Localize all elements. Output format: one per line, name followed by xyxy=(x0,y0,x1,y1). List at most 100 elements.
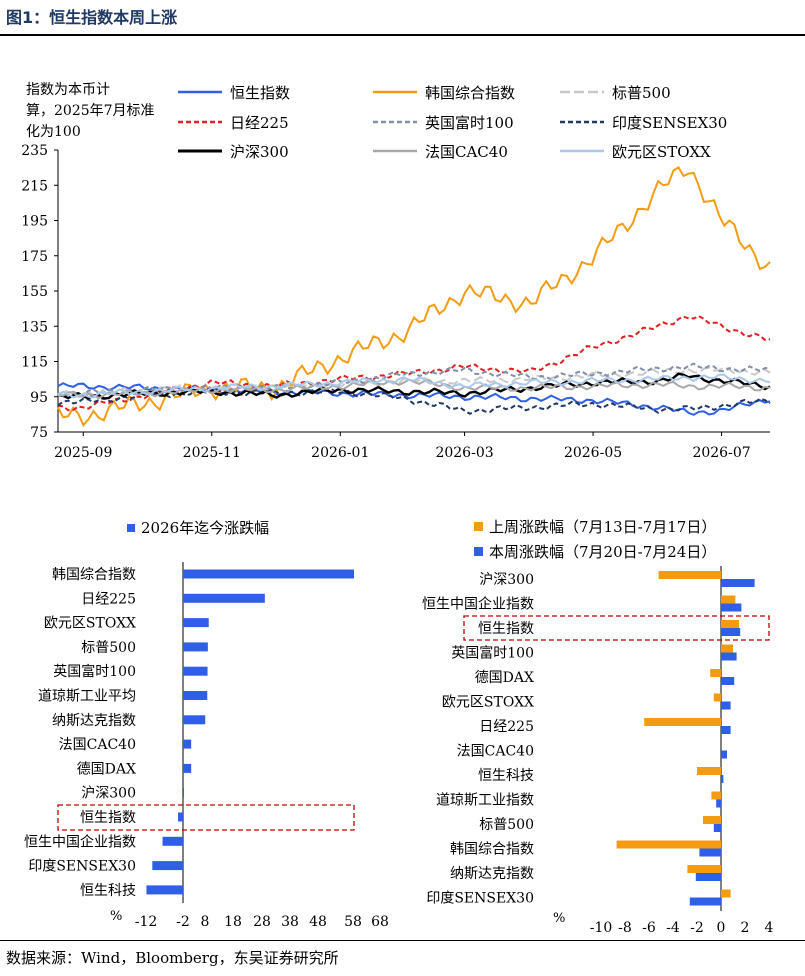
category-label: 欧元区STOXX xyxy=(44,616,136,632)
bar xyxy=(689,897,721,906)
bar xyxy=(687,865,721,873)
x-tick-label: 0 xyxy=(717,920,726,936)
x-tick-label: 8 xyxy=(201,914,210,930)
category-label: 德国DAX xyxy=(475,670,534,686)
bar xyxy=(178,812,183,822)
legend-label: 欧元区STOXX xyxy=(612,143,711,161)
bar xyxy=(183,642,208,652)
x-tick-label: -10 xyxy=(590,920,613,936)
bar xyxy=(721,652,737,661)
bar xyxy=(697,767,721,775)
category-label: 法国CAC40 xyxy=(457,744,534,760)
category-label: 恒生科技 xyxy=(478,768,534,784)
category-label: 沪深300 xyxy=(81,786,136,802)
bar xyxy=(721,603,742,612)
y-tick-label: 155 xyxy=(21,284,48,300)
x-tick-label: -12 xyxy=(135,914,158,930)
x-tick-label: -2 xyxy=(690,920,704,936)
y-tick-label: 175 xyxy=(21,249,48,265)
x-tick-label: -2 xyxy=(176,914,190,930)
legend-label: 韩国综合指数 xyxy=(425,84,515,102)
figure-title: 图1：恒生指数本周上涨 xyxy=(6,8,178,27)
category-label: 纳斯达克指数 xyxy=(52,713,136,729)
legend-label: 2026年迄今涨跌幅 xyxy=(141,519,269,537)
category-label: 恒生科技 xyxy=(80,883,136,899)
legend-label: 标普500 xyxy=(612,84,671,102)
series-line xyxy=(57,378,771,400)
bar xyxy=(721,677,735,685)
category-label: 日经225 xyxy=(81,591,136,607)
legend-label: 本周涨跌幅（7月20日-7月24日） xyxy=(489,543,716,561)
bar xyxy=(658,571,721,579)
bar xyxy=(699,848,721,857)
bar xyxy=(183,618,209,628)
y-tick-label: 115 xyxy=(21,355,48,371)
x-tick-label: 58 xyxy=(344,914,362,930)
x-tick-label: 2 xyxy=(741,920,750,936)
bar xyxy=(721,775,724,783)
x-tick-label: 38 xyxy=(281,914,299,930)
bar xyxy=(721,701,731,710)
category-label: 道琼斯工业指数 xyxy=(436,793,534,809)
category-label: 恒生中国企业指数 xyxy=(422,596,534,613)
source-note: 数据来源：Wind，Bloomberg，东吴证券研究所 xyxy=(6,949,339,967)
x-tick-label: 2026-07 xyxy=(692,445,750,461)
legend-label: 恒生指数 xyxy=(230,84,290,102)
x-tick-label: 2026-03 xyxy=(435,445,493,461)
category-label: 印度SENSEX30 xyxy=(28,859,136,875)
bar xyxy=(721,595,736,604)
bar xyxy=(721,620,739,628)
category-label: 沪深300 xyxy=(479,572,534,588)
highlight-box xyxy=(57,804,355,831)
x-tick-label: -8 xyxy=(618,920,632,936)
category-label: 标普500 xyxy=(81,640,136,656)
legend-label: 法国CAC40 xyxy=(425,143,508,161)
category-label: 日经225 xyxy=(479,719,534,735)
x-tick-label: 68 xyxy=(371,914,389,930)
y-axis-label: 算，2025年7月标准 xyxy=(26,103,155,119)
series-line xyxy=(57,314,771,412)
category-label: 恒生指数 xyxy=(80,810,136,826)
bar xyxy=(716,799,721,808)
bar xyxy=(146,885,183,895)
bar xyxy=(721,644,733,653)
legend-swatch xyxy=(474,522,483,531)
category-label: 欧元区STOXX xyxy=(442,695,534,711)
category-label: 恒生指数 xyxy=(478,621,534,637)
bar xyxy=(183,739,192,749)
y-tick-label: 215 xyxy=(21,178,48,194)
bar xyxy=(703,816,721,824)
bar xyxy=(711,791,721,800)
category-label: 韩国综合指数 xyxy=(450,842,534,858)
legend-label: 上周涨跌幅（7月13日-7月17日） xyxy=(489,518,716,536)
bar xyxy=(183,569,354,579)
category-label: 韩国综合指数 xyxy=(52,567,136,583)
bar xyxy=(162,836,183,846)
legend-label: 沪深300 xyxy=(230,143,289,161)
y-tick-label: 195 xyxy=(21,214,48,230)
x-tick-label: 4 xyxy=(765,920,774,936)
x-tick-label: 28 xyxy=(253,914,271,930)
category-label: 恒生中国企业指数 xyxy=(24,833,136,850)
bar xyxy=(183,788,184,798)
bar xyxy=(721,889,731,898)
x-tick-label: 2026-05 xyxy=(564,445,622,461)
bar xyxy=(183,691,208,700)
bar xyxy=(710,669,721,677)
category-label: 英国富时100 xyxy=(451,645,534,662)
bar xyxy=(183,715,206,725)
legend-swatch xyxy=(127,524,135,532)
legend-label: 日经225 xyxy=(230,114,289,132)
category-label: 印度SENSEX30 xyxy=(426,891,534,907)
bar xyxy=(152,861,183,871)
bar xyxy=(713,693,721,702)
x-tick-label: 2025-09 xyxy=(54,445,112,461)
category-label: 英国富时100 xyxy=(53,663,136,680)
category-label: 法国CAC40 xyxy=(59,737,136,753)
series-line xyxy=(57,373,771,399)
category-label: 道琼斯工业平均 xyxy=(38,689,136,705)
legend-label: 印度SENSEX30 xyxy=(612,114,727,132)
bar xyxy=(183,593,265,603)
y-axis-label: 指数为本币计 xyxy=(26,82,110,98)
bar xyxy=(183,763,192,773)
